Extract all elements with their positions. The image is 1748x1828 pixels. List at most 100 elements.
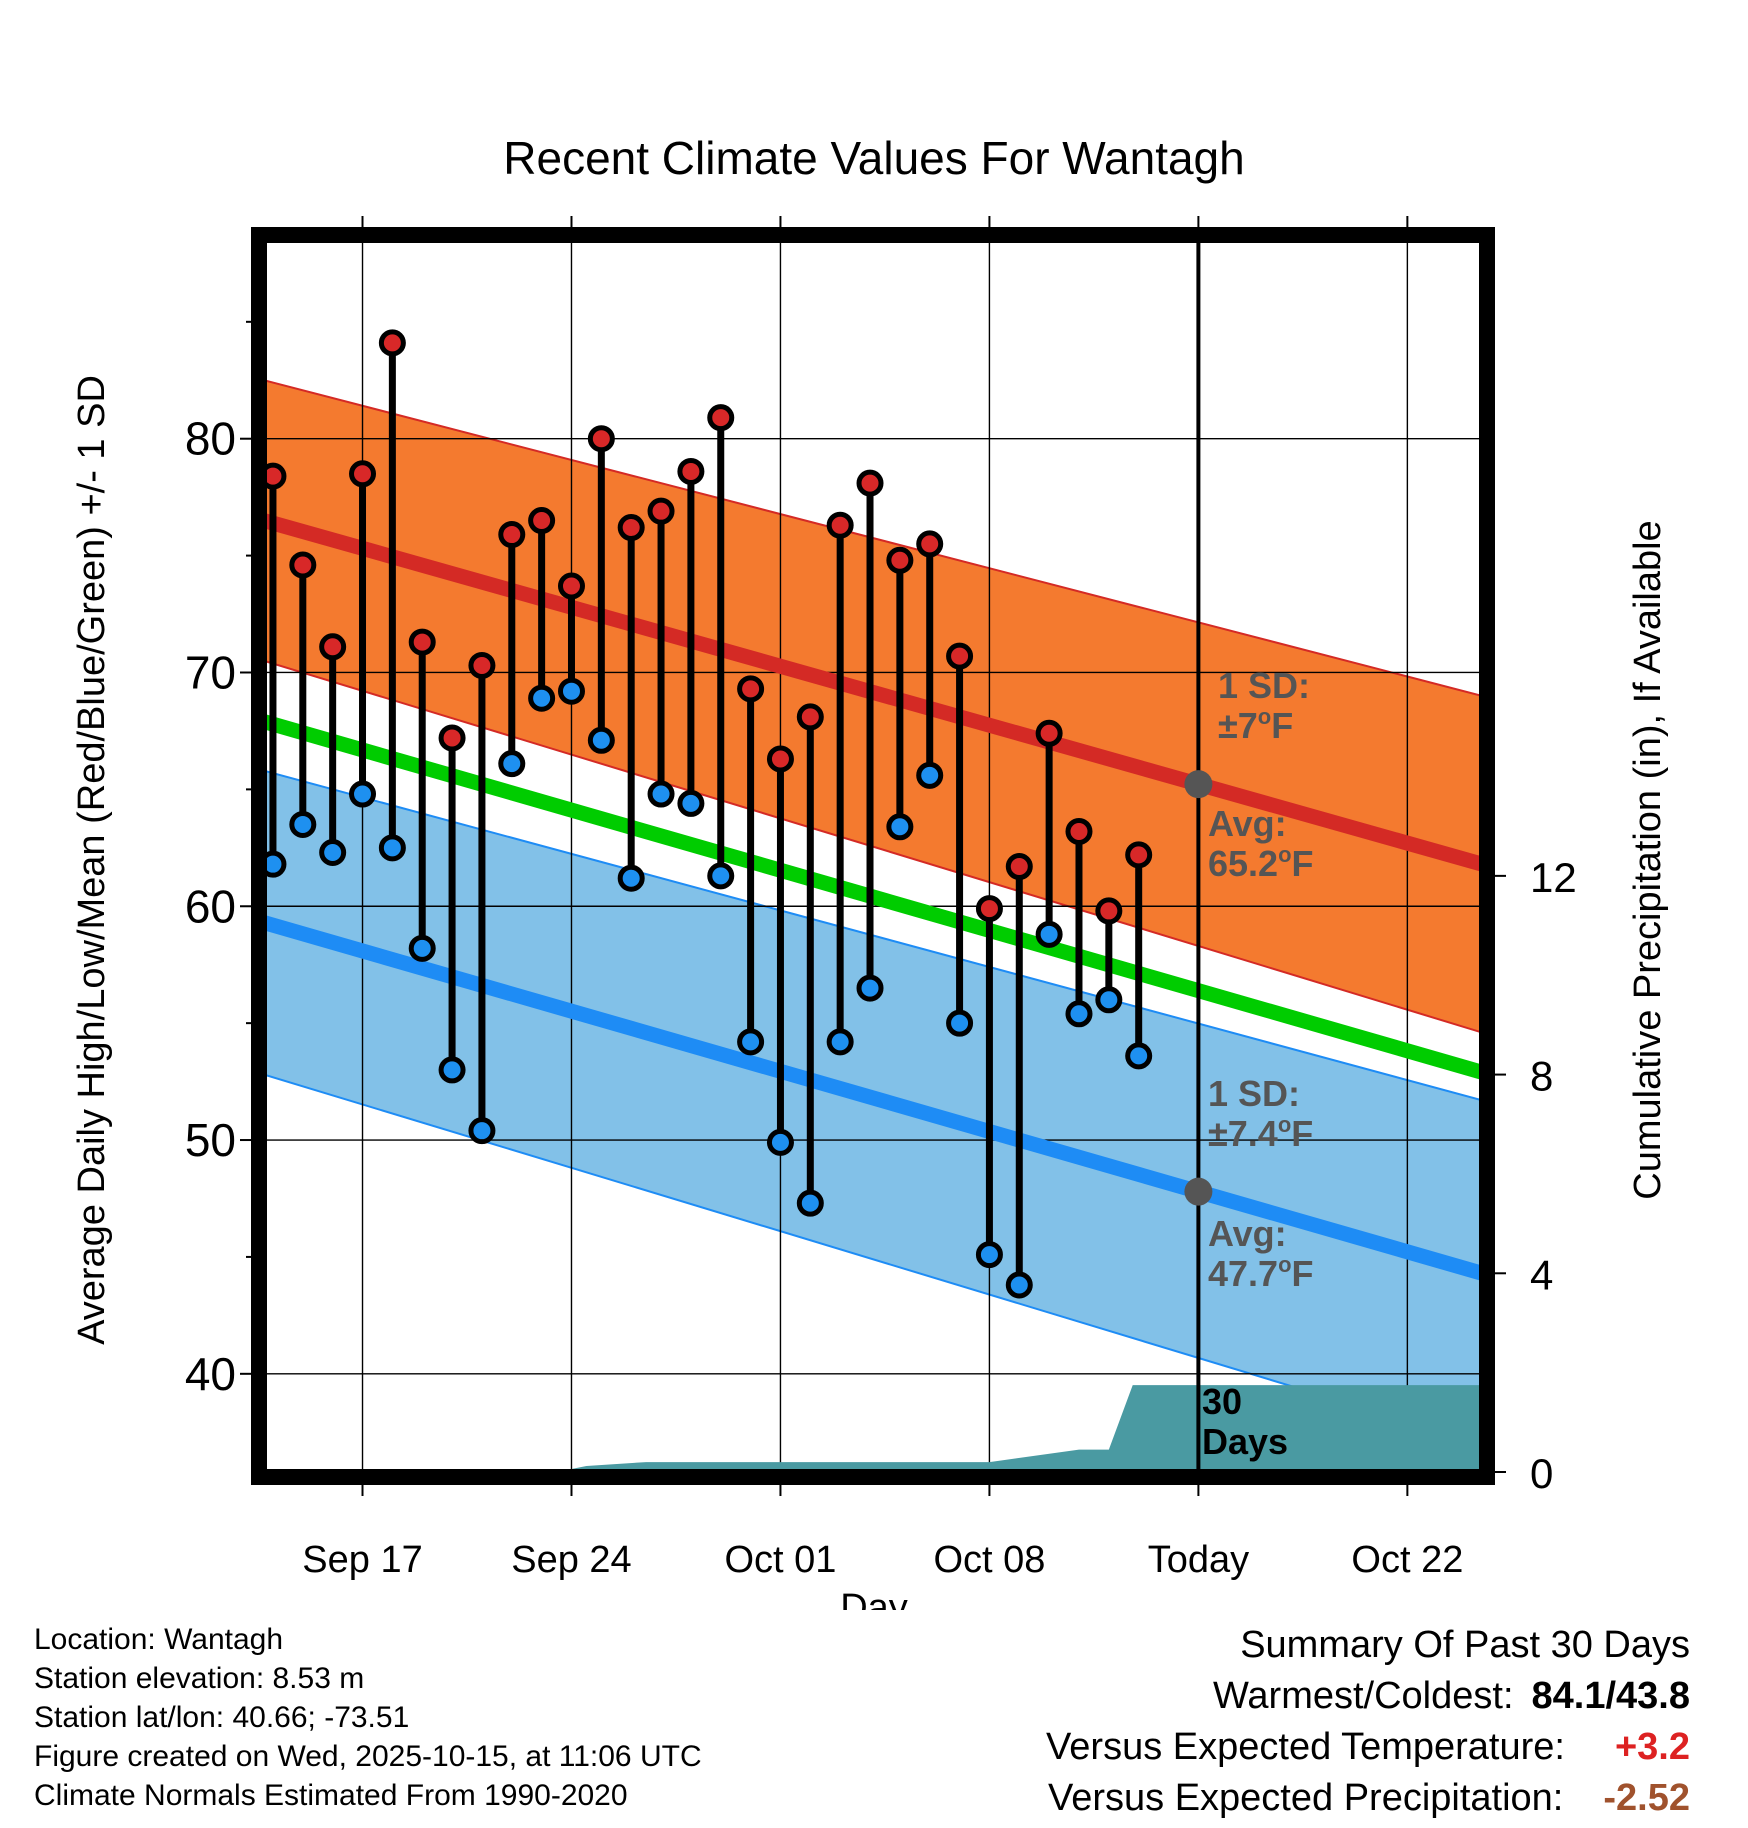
period-annotation-seg: Days xyxy=(1202,1421,1288,1462)
low-point xyxy=(946,1009,974,1037)
high-point xyxy=(557,572,585,600)
high-point xyxy=(796,703,824,731)
today-low-avg-marker xyxy=(1184,1177,1213,1206)
low-point xyxy=(349,780,377,808)
high-point xyxy=(378,329,406,357)
low-point xyxy=(796,1189,824,1217)
high-point xyxy=(916,530,944,558)
summary-panel: Summary Of Past 30 Days Warmest/Coldest:… xyxy=(1046,1620,1690,1824)
period-annotation: 30 Days xyxy=(1202,1381,1288,1462)
high-avg-annotation-seg: Avg: xyxy=(1208,803,1287,844)
low-point xyxy=(975,1241,1003,1269)
high-point xyxy=(1035,719,1063,747)
high-avg-annotation-line: 65.2oF xyxy=(1208,842,1314,884)
high-point xyxy=(946,642,974,670)
y-tick-label: 50 xyxy=(185,1114,236,1166)
high-sd-annotation: 1 SD: ±7oF xyxy=(1218,665,1310,746)
normals-text: Climate Normals Estimated From 1990-2020 xyxy=(34,1779,628,1812)
high-point xyxy=(1125,841,1153,869)
y2-tick-label: 4 xyxy=(1530,1251,1553,1298)
high-point xyxy=(264,462,287,490)
low-point xyxy=(1125,1042,1153,1070)
plot-frame xyxy=(251,227,1495,1485)
high-point xyxy=(1065,817,1093,845)
temp-anomaly-label: Versus Expected Temperature: xyxy=(1046,1726,1565,1768)
high-point xyxy=(766,745,794,773)
high-point xyxy=(1005,853,1033,881)
x-tick-label: Oct 08 xyxy=(933,1539,1045,1581)
low-avg-annotation-line: Avg: xyxy=(1208,1213,1287,1254)
low-point xyxy=(766,1128,794,1156)
low-point xyxy=(438,1056,466,1084)
low-point xyxy=(856,974,884,1002)
y2-axis-label: Cumulative Precipitation (in), If Availa… xyxy=(1627,520,1669,1199)
low-point xyxy=(647,780,675,808)
high-sd-annotation-line: 1 SD: xyxy=(1218,665,1310,706)
low-avg-annotation-seg: Avg: xyxy=(1208,1213,1287,1254)
y-tick-label: 60 xyxy=(185,880,236,932)
low-point xyxy=(378,834,406,862)
x-axis-label: Day xyxy=(840,1587,908,1610)
high-point xyxy=(289,551,317,579)
high-point xyxy=(528,507,556,535)
high-avg-annotation-seg: o xyxy=(1278,842,1291,867)
summary-precip: Versus Expected Precipitation: -2.52 xyxy=(1046,1773,1690,1824)
warmest-coldest-value: 84.1/43.8 xyxy=(1531,1675,1690,1717)
low-point xyxy=(289,810,317,838)
low-sd-annotation: 1 SD: ±7.4oF xyxy=(1208,1073,1313,1154)
high-point xyxy=(826,511,854,539)
low-point xyxy=(617,864,645,892)
low-point xyxy=(1035,920,1063,948)
high-avg-annotation-line: Avg: xyxy=(1208,803,1287,844)
high-point xyxy=(408,628,436,656)
x-tick-label: Today xyxy=(1148,1539,1249,1581)
summary-title: Summary Of Past 30 Days xyxy=(1240,1624,1690,1666)
y-axis-label: Average Daily High/Low/Mean (Red/Blue/Gr… xyxy=(71,375,113,1345)
x-tick-label: Sep 17 xyxy=(302,1539,422,1581)
high-point xyxy=(498,521,526,549)
high-point xyxy=(975,895,1003,923)
low-point xyxy=(677,789,705,817)
precip-anomaly-label: Versus Expected Precipitation: xyxy=(1047,1777,1564,1819)
climate-chart: Recent Climate Values For Wantagh 1 SD: ±… xyxy=(71,132,1669,1610)
chart-title: Recent Climate Values For Wantagh xyxy=(503,132,1244,184)
created-text: Figure created on Wed, 2025-10-15, at 11… xyxy=(34,1740,702,1773)
y2-tick-label: 8 xyxy=(1530,1053,1553,1100)
low-point xyxy=(707,862,735,890)
y2-tick-label: 12 xyxy=(1530,854,1577,901)
high-point xyxy=(856,469,884,497)
low-point xyxy=(557,677,585,705)
low-sd-annotation-seg: F xyxy=(1291,1113,1313,1154)
today-high-avg-marker xyxy=(1184,770,1213,799)
low-sd-annotation-seg: o xyxy=(1278,1112,1291,1137)
low-sd-annotation-line: 1 SD: xyxy=(1208,1073,1300,1114)
temp-anomaly-value: +3.2 xyxy=(1614,1726,1690,1768)
warmest-coldest-label: Warmest/Coldest: xyxy=(1212,1675,1514,1717)
low-point xyxy=(826,1028,854,1056)
low-sd-annotation-seg: 1 SD: xyxy=(1208,1073,1300,1114)
low-avg-annotation-seg: 47.7 xyxy=(1208,1253,1278,1294)
latlon-text: Station lat/lon: 40.66; -73.51 xyxy=(34,1701,410,1734)
low-point xyxy=(264,850,287,878)
x-tick-label: Oct 22 xyxy=(1351,1539,1463,1581)
low-point xyxy=(468,1117,496,1145)
high-point xyxy=(587,425,615,453)
low-point xyxy=(408,934,436,962)
high-sd-annotation-seg: 1 SD: xyxy=(1218,665,1310,706)
high-avg-annotation: Avg: 65.2oF xyxy=(1208,803,1314,884)
high-point xyxy=(707,404,735,432)
high-point xyxy=(349,460,377,488)
low-point xyxy=(587,726,615,754)
high-sd-annotation-line: ±7oF xyxy=(1218,704,1293,746)
low-sd-annotation-seg: ±7.4 xyxy=(1208,1113,1278,1154)
high-point xyxy=(647,497,675,525)
low-sd-annotation-line: ±7.4oF xyxy=(1208,1112,1313,1154)
period-annotation-line: Days xyxy=(1202,1421,1288,1462)
high-sd-annotation-seg: F xyxy=(1271,705,1293,746)
low-point xyxy=(528,684,556,712)
low-point xyxy=(1095,986,1123,1014)
low-point xyxy=(916,761,944,789)
station-info: Location: Wantagh Station elevation: 8.5… xyxy=(34,1620,702,1815)
high-avg-annotation-seg: F xyxy=(1292,843,1314,884)
